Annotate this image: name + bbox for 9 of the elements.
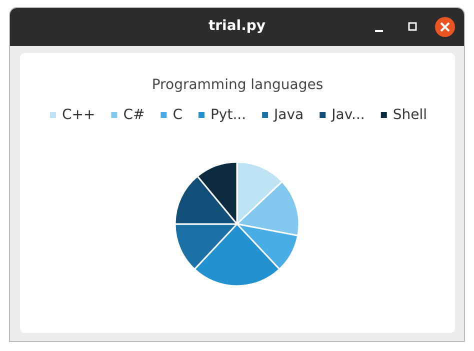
text: trial.py: [207, 18, 267, 34]
legend-label: Jav...: [330, 107, 365, 123]
legend-label: Java: [273, 107, 304, 123]
chart-title: Programming languages: [152, 77, 324, 93]
legend-label: C#: [123, 107, 145, 123]
legend-label: Pyt...: [210, 107, 246, 123]
legend-label: C++: [62, 107, 96, 123]
legend-label: Shell: [392, 107, 428, 123]
legend-label: C: [172, 107, 183, 123]
